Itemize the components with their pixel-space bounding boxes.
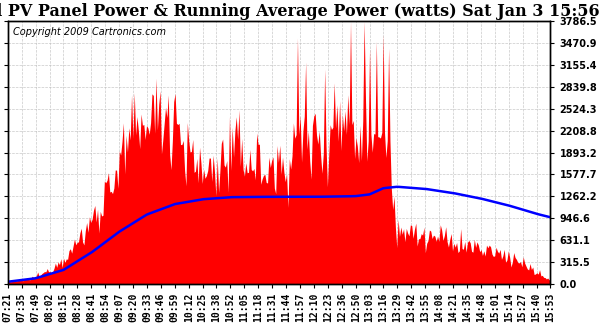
Title: Total PV Panel Power & Running Average Power (watts) Sat Jan 3 15:56: Total PV Panel Power & Running Average P…	[0, 3, 600, 20]
Text: Copyright 2009 Cartronics.com: Copyright 2009 Cartronics.com	[13, 27, 166, 37]
